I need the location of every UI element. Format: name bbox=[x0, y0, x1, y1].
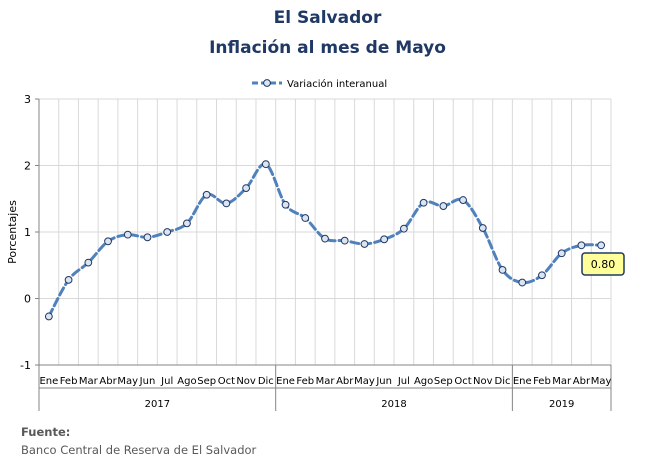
data-point bbox=[44, 312, 53, 321]
data-point bbox=[538, 271, 546, 280]
source-text: Banco Central de Reserva de El Salvador bbox=[21, 443, 257, 457]
y-tick-label: 2 bbox=[24, 160, 31, 173]
y-tick-label: 3 bbox=[24, 93, 31, 106]
data-point bbox=[183, 219, 191, 228]
data-point bbox=[321, 234, 329, 243]
data-point bbox=[281, 200, 290, 209]
source-label: Fuente: bbox=[21, 425, 71, 439]
x-tick-label: Dic bbox=[495, 376, 511, 387]
x-tick-label: Jul bbox=[160, 376, 173, 387]
x-tick-label: Jun bbox=[375, 376, 392, 387]
data-point bbox=[577, 241, 586, 250]
x-tick-label: Abr bbox=[573, 376, 591, 387]
x-tick-label: May bbox=[591, 376, 612, 387]
data-point bbox=[498, 266, 507, 274]
data-point bbox=[360, 240, 369, 248]
data-point bbox=[439, 202, 448, 210]
y-tick-label: -1 bbox=[20, 359, 31, 372]
data-point bbox=[340, 236, 349, 245]
y-tick-label: 1 bbox=[24, 226, 31, 239]
x-tick-label: Sep bbox=[197, 376, 216, 387]
data-point bbox=[399, 224, 408, 233]
x-tick-label: Sep bbox=[434, 376, 453, 387]
y-axis-label: Porcentajes bbox=[6, 200, 19, 264]
data-point bbox=[222, 199, 231, 208]
x-tick-label: Nov bbox=[473, 376, 493, 387]
data-point bbox=[557, 249, 566, 258]
data-point bbox=[478, 224, 487, 232]
data-point bbox=[419, 198, 428, 207]
data-point bbox=[242, 184, 251, 193]
year-label: 2018 bbox=[381, 399, 406, 410]
x-tick-label: Mar bbox=[552, 376, 572, 387]
x-tick-label: Ene bbox=[513, 376, 532, 387]
x-tick-label: Mar bbox=[316, 376, 336, 387]
x-tick-label: May bbox=[117, 376, 138, 387]
legend-label: Variación interanual bbox=[287, 78, 387, 90]
x-tick-label: Jun bbox=[139, 376, 156, 387]
data-point bbox=[597, 241, 606, 250]
x-tick-label: Oct bbox=[218, 376, 235, 387]
x-tick-label: Ene bbox=[39, 376, 58, 387]
data-point bbox=[104, 237, 112, 246]
x-tick-label: May bbox=[354, 376, 375, 387]
value-callout bbox=[581, 252, 625, 276]
data-point bbox=[459, 196, 467, 204]
x-tick-label: Nov bbox=[236, 376, 256, 387]
data-point bbox=[163, 228, 172, 236]
value-callout-label: 0.80 bbox=[591, 258, 616, 271]
x-tick-label: Mar bbox=[79, 376, 99, 387]
data-point bbox=[64, 275, 73, 284]
data-point bbox=[143, 233, 152, 242]
x-tick-label: Ene bbox=[276, 376, 295, 387]
data-point bbox=[202, 190, 211, 199]
data-point bbox=[518, 278, 527, 287]
data-point bbox=[380, 235, 389, 244]
x-tick-label: Dic bbox=[258, 376, 274, 387]
data-point bbox=[123, 230, 132, 239]
chart-title: El Salvador bbox=[273, 8, 382, 28]
legend-marker bbox=[263, 79, 271, 87]
x-tick-label: Ago bbox=[177, 376, 196, 387]
x-tick-label: Feb bbox=[296, 376, 314, 387]
chart-subtitle: Inflación al mes de Mayo bbox=[209, 38, 446, 58]
x-tick-label: Abr bbox=[336, 376, 354, 387]
x-tick-label: Feb bbox=[60, 376, 78, 387]
x-tick-label: Jul bbox=[397, 376, 410, 387]
data-point bbox=[261, 160, 270, 169]
x-tick-label: Ago bbox=[414, 376, 433, 387]
x-tick-label: Feb bbox=[533, 376, 551, 387]
data-point bbox=[301, 214, 310, 222]
x-tick-label: Oct bbox=[454, 376, 471, 387]
data-point bbox=[84, 258, 93, 267]
year-label: 2019 bbox=[549, 399, 574, 410]
x-tick-label: Abr bbox=[99, 376, 117, 387]
year-label: 2017 bbox=[145, 399, 170, 410]
y-tick-label: 0 bbox=[24, 293, 31, 306]
